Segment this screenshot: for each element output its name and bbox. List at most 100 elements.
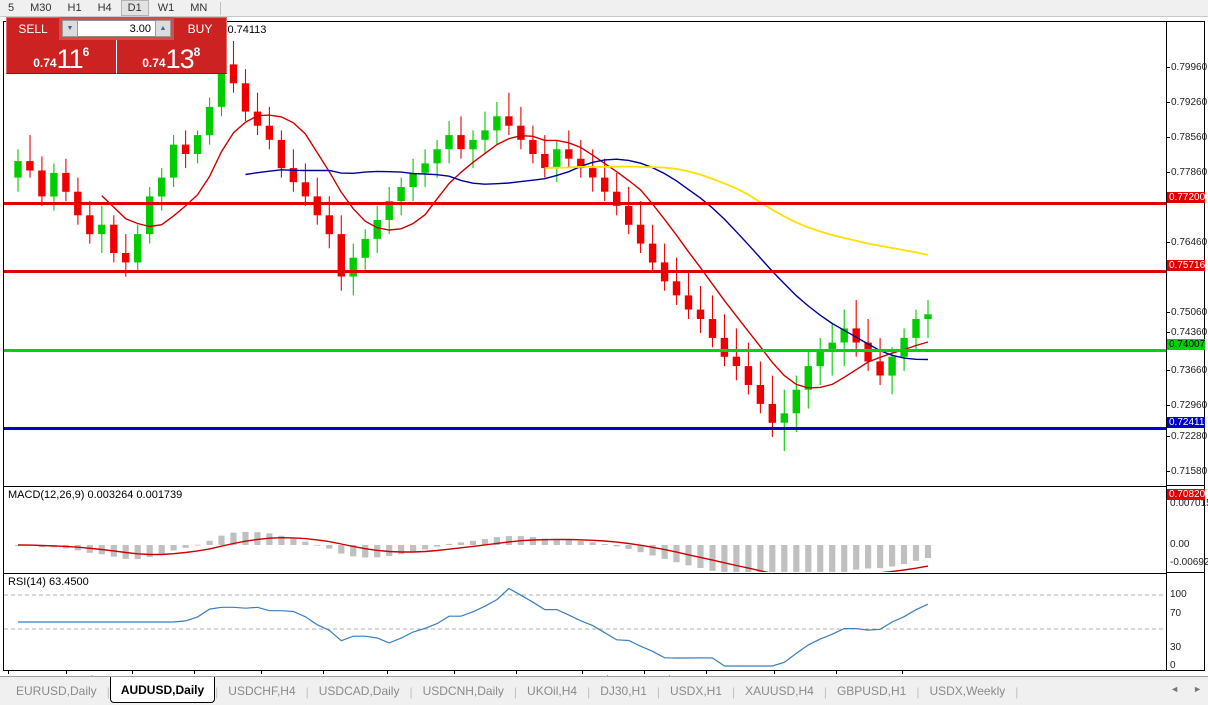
candle-body xyxy=(912,319,920,338)
chart-tab-usdx-weekly[interactable]: USDX,Weekly xyxy=(929,684,1006,698)
chart-tab-dj30-h1[interactable]: DJ30,H1 xyxy=(600,684,647,698)
macd-histogram-bar xyxy=(877,545,884,569)
chart-window: AUDUSD,Daily 0.74163 0.74181 0.74067 0.7… xyxy=(3,21,1208,690)
candle-body xyxy=(193,135,202,154)
chart-tab-eurusd-daily[interactable]: EURUSD,Daily xyxy=(16,684,97,698)
timeframe-w1[interactable]: W1 xyxy=(157,2,175,14)
candle-body xyxy=(181,144,190,154)
date-axis-tick xyxy=(706,671,707,674)
macd-histogram-bar xyxy=(613,545,620,547)
candle-body xyxy=(900,337,908,357)
timeframe-m5[interactable]: 5 xyxy=(8,2,15,14)
chart-tab-usdcad-daily[interactable]: USDCAD,Daily xyxy=(318,684,400,698)
chart-tab-usdx-h1[interactable]: USDX,H1 xyxy=(670,684,723,698)
macd-histogram-bar xyxy=(314,544,321,546)
macd-histogram-bar xyxy=(266,533,273,545)
scroll-right-icon[interactable]: ► xyxy=(1193,684,1202,694)
sell-price-display[interactable]: 0.74 11 6 xyxy=(6,40,117,74)
date-axis-tick xyxy=(323,671,324,674)
candle-body xyxy=(134,234,142,263)
macd-histogram-bar xyxy=(290,538,297,545)
chart-tab-audusd-daily[interactable]: AUDUSD,Daily xyxy=(109,677,216,703)
level-line-resistance-75716[interactable] xyxy=(4,270,1167,273)
chart-tab-usdchf-h4[interactable]: USDCHF,H4 xyxy=(228,684,296,698)
date-axis-tick xyxy=(132,671,133,674)
macd-histogram-bar xyxy=(505,536,512,545)
candle-body xyxy=(241,83,250,112)
macd-histogram-bar xyxy=(398,545,405,555)
level-line-support-72411[interactable] xyxy=(4,427,1167,430)
candle-body xyxy=(38,170,46,197)
candle-body xyxy=(780,413,788,423)
rsi-pane[interactable]: RSI(14) 63.4500 xyxy=(4,573,1167,670)
price-tick-label: 0.72960 xyxy=(1167,400,1207,411)
buy-button[interactable]: BUY xyxy=(174,17,227,40)
price-pane[interactable] xyxy=(4,22,1167,484)
timeframe-d1[interactable]: D1 xyxy=(120,0,149,16)
candle-body xyxy=(756,385,765,404)
level-line-bid-74007[interactable] xyxy=(4,349,1167,352)
volume-decrement-button[interactable]: ▼ xyxy=(62,20,78,37)
timeframe-m30[interactable]: M30 xyxy=(30,2,52,14)
macd-histogram-bar xyxy=(541,538,548,545)
indicator-tick-label: 0.00 xyxy=(1170,539,1190,550)
price-scale[interactable]: 0.79960 0.79260 0.78560 0.77860 0.76460 0.750… xyxy=(1166,22,1208,671)
volume-input[interactable]: 3.00 xyxy=(78,20,155,37)
scroll-left-icon[interactable]: ◄ xyxy=(1170,684,1180,694)
macd-histogram-bar xyxy=(170,545,177,551)
chart-tab-ukoil-h4[interactable]: UKOil,H4 xyxy=(527,684,578,698)
macd-histogram-bar xyxy=(781,545,788,572)
buy-price-display[interactable]: 0.74 13 8 xyxy=(116,40,227,74)
macd-histogram-bar xyxy=(793,545,800,572)
chart-tab-xauusd-h4[interactable]: XAUUSD,H4 xyxy=(745,684,814,698)
candle-body xyxy=(601,177,609,192)
macd-histogram-bar xyxy=(338,545,345,554)
ma-yellow-line xyxy=(544,165,929,256)
candle-body xyxy=(409,172,417,187)
macd-histogram-bar xyxy=(673,545,680,563)
candle-body xyxy=(313,196,321,216)
sell-button[interactable]: SELL xyxy=(6,17,59,40)
volume-control: ▼ 3.00 ▲ xyxy=(59,17,174,40)
candle-body xyxy=(433,149,441,164)
candle-body xyxy=(684,295,693,310)
date-axis-tick xyxy=(644,671,645,674)
price-tick-label: 0.76460 xyxy=(1167,237,1207,248)
macd-pane[interactable]: MACD(12,26,9) 0.003264 0.001739 xyxy=(4,486,1167,572)
candle-body xyxy=(229,64,238,84)
volume-increment-button[interactable]: ▲ xyxy=(155,20,171,37)
price-tick-label: 0.77860 xyxy=(1167,167,1207,178)
timeframe-h1[interactable]: H1 xyxy=(67,2,82,14)
timeframe-mn[interactable]: MN xyxy=(190,2,208,14)
macd-histogram-bar xyxy=(254,532,261,545)
candle-body xyxy=(98,224,106,235)
macd-histogram-bar xyxy=(350,545,357,557)
macd-signal-line xyxy=(17,536,929,572)
level-line-resistance-77200[interactable] xyxy=(4,202,1167,205)
sell-price-main: 11 xyxy=(56,44,84,74)
one-click-trading-panel[interactable]: SELL ▼ 3.00 ▲ BUY 0.74 11 6 0.74 13 8 xyxy=(6,17,227,74)
candle-body xyxy=(840,328,848,343)
macd-histogram-bar xyxy=(469,540,477,545)
timeframe-h4[interactable]: H4 xyxy=(97,2,112,14)
tab-scroll-controls: ◄ ► xyxy=(1170,684,1202,694)
candle-body xyxy=(277,139,286,169)
date-axis-tick xyxy=(902,671,903,674)
scale-divider-rsi xyxy=(1167,572,1205,573)
macd-histogram-bar xyxy=(601,544,608,545)
macd-histogram-bar xyxy=(805,545,812,572)
candle-body xyxy=(625,205,633,225)
chart-tab-usdcnh-daily[interactable]: USDCNH,Daily xyxy=(422,684,504,698)
toolbar-separator xyxy=(220,1,222,15)
macd-histogram-bar xyxy=(721,545,728,572)
macd-histogram-bar xyxy=(900,545,908,564)
candle-body xyxy=(445,135,453,150)
candle-body xyxy=(744,366,753,385)
rsi-label: RSI(14) 63.4500 xyxy=(8,576,89,588)
macd-histogram-bar xyxy=(445,543,453,545)
macd-histogram-bar xyxy=(889,545,896,567)
candle-body xyxy=(50,172,58,197)
candle-body xyxy=(469,139,477,150)
chart-tab-gbpusd-h1[interactable]: GBPUSD,H1 xyxy=(836,684,907,698)
sell-price-pipette: 6 xyxy=(82,45,90,59)
